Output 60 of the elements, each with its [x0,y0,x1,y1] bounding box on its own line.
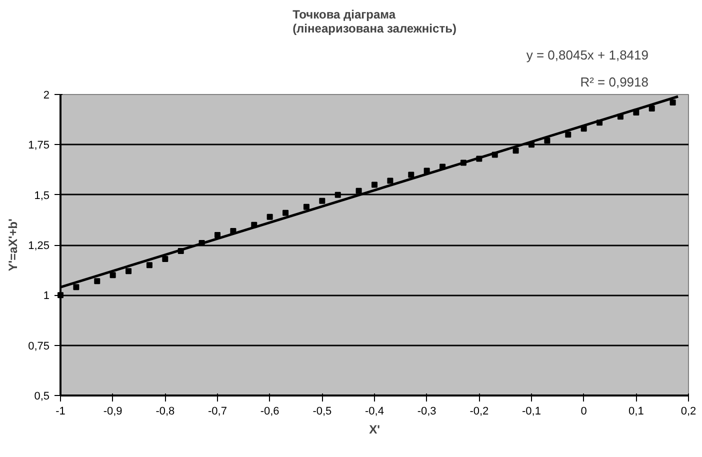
point [460,160,466,166]
x-tick-label: -0,7 [208,406,227,418]
x-axis-title: X' [369,422,380,436]
x-tick-label: -0,3 [417,406,436,418]
point [596,120,603,126]
point [110,272,116,278]
point [408,172,414,178]
y-tick-label: 1,75 [28,140,50,152]
point [178,248,184,254]
point [282,210,289,216]
point [512,148,519,154]
y-tick-label: 1 [43,290,50,302]
point [440,164,446,170]
x-tick-label: -0,9 [103,406,122,418]
point [303,204,310,210]
point [319,198,326,204]
point [214,232,220,238]
point [126,268,132,274]
point [94,278,100,284]
x-tick-label: 0 [580,406,587,418]
point [356,188,362,194]
x-tick-label: -0,8 [156,406,175,418]
x-tick-label: 0,1 [628,406,644,418]
point [230,228,236,234]
x-tick-label: -0,5 [312,406,332,418]
y-tick-label: 0,75 [28,340,50,352]
point [146,262,152,268]
point [251,222,258,228]
point [162,256,168,262]
point [476,156,482,162]
text: y = 0,8045x + 1,8419 [526,48,648,62]
point [633,110,640,116]
point [580,126,587,132]
chart-title: Точкова діаграма (лінеаризована залежність) [292,8,456,36]
x-tick-label: -0,2 [470,406,489,418]
y-tick-label: 1,5 [34,190,50,202]
point [372,182,378,188]
y-tick-label: 2 [43,90,50,102]
y-tick-label: 0,5 [34,390,50,402]
x-tick-label: -0,6 [260,406,280,418]
y-tick-label: 1,25 [28,240,50,252]
point [670,100,676,106]
point [387,178,394,184]
point [58,292,64,298]
point [544,138,550,144]
x-tick-label: 0,2 [680,406,696,418]
text: R² = 0,9918 [580,74,648,90]
point [648,106,655,112]
x-tick-label: -0,4 [365,406,384,418]
x-tick-label: -1 [56,406,66,418]
point [266,214,273,220]
point [492,152,498,158]
point [617,114,624,120]
x-tick-label: -0,1 [522,406,541,418]
point [528,142,534,148]
y-axis-title: Y'=aX'+b' [6,218,20,272]
point [424,168,430,174]
point [565,132,572,138]
point [334,192,341,198]
point [73,284,80,290]
